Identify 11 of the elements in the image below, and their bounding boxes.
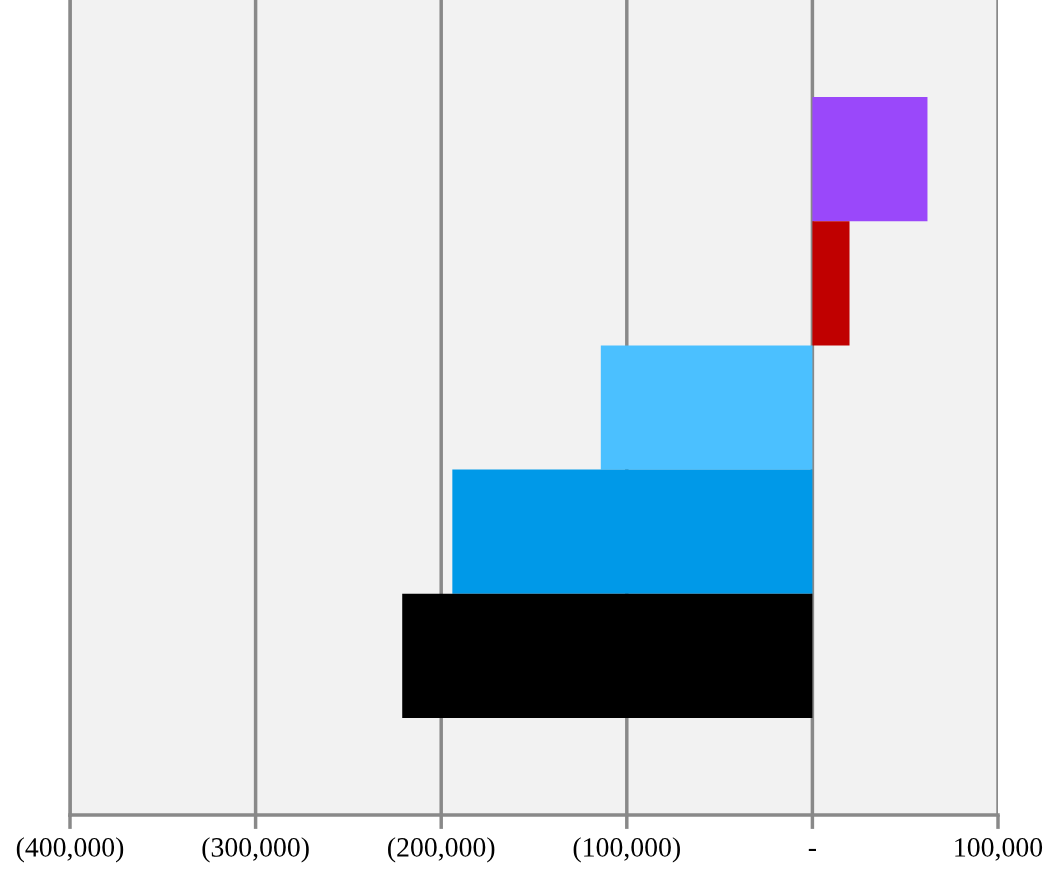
bar xyxy=(600,345,813,470)
x-tick-label: (100,000) xyxy=(573,837,680,863)
x-tick-label: - xyxy=(808,848,817,851)
x-tick-label: 100,000 xyxy=(955,838,1043,861)
x-tick-label: (400,000) xyxy=(16,837,124,863)
bar xyxy=(452,469,813,594)
x-tick-label: (300,000) xyxy=(202,837,309,863)
x-tick-label: (200,000) xyxy=(388,837,495,863)
bar xyxy=(812,221,850,346)
bar xyxy=(812,96,928,222)
bar xyxy=(402,593,813,719)
